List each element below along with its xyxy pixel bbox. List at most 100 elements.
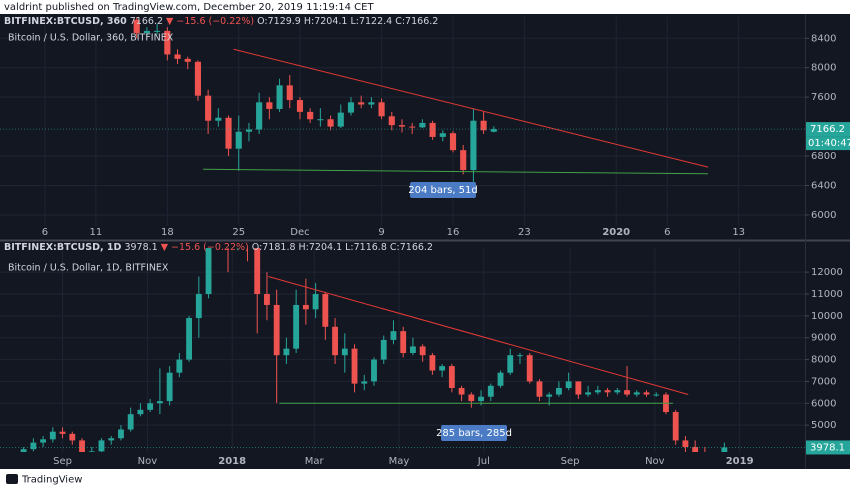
- candle-body: [633, 392, 640, 395]
- candle-body: [470, 120, 477, 171]
- x-tick-label: 9: [378, 227, 384, 238]
- candle-body: [194, 61, 201, 96]
- x-tick-label: Nov: [645, 456, 665, 467]
- symbol-line: BITFINEX:BTCUSD, 360 7166.2 ▼ −15.6 (−0.…: [4, 16, 438, 27]
- last-price-box: [806, 122, 850, 137]
- x-tick-label: 2019: [726, 456, 754, 467]
- ohlc: O:7129.9 H:7204.1 L:7122.4 C:7166.2: [257, 16, 438, 27]
- footer-logo: TradingView: [6, 474, 82, 486]
- candle-body: [419, 122, 426, 128]
- candle-body: [526, 355, 533, 382]
- logo-icon: [6, 474, 18, 484]
- chart-title: Bitcoin / U.S. Dollar, 1D, BITFINEX: [8, 263, 169, 274]
- y-tick-label: 8000: [811, 63, 836, 74]
- candle-body: [341, 348, 348, 356]
- candle-body: [225, 117, 232, 149]
- candle-body: [283, 348, 290, 356]
- y-tick-label: 6800: [811, 151, 836, 162]
- range-annotation: 204 bars, 51d: [408, 185, 478, 196]
- last-price: 7166.2: [130, 16, 163, 27]
- footer-text: TradingView: [21, 475, 82, 486]
- chart-title: Bitcoin / U.S. Dollar, 360, BITFINEX: [8, 33, 174, 44]
- candle-body: [273, 304, 280, 356]
- candle-body: [358, 102, 365, 105]
- candle-body: [276, 85, 283, 109]
- candle-body: [604, 390, 611, 393]
- candle-body: [439, 366, 446, 371]
- candle-body: [154, 30, 161, 32]
- x-tick-label: 18: [161, 227, 174, 238]
- candle-body: [517, 355, 523, 357]
- x-tick-label: 2018: [218, 456, 246, 467]
- candle-body: [143, 30, 150, 34]
- symbol: BITFINEX:BTCUSD, 360: [4, 16, 127, 27]
- candle-body: [546, 394, 553, 397]
- symbol-line: BITFINEX:BTCUSD, 1D 3978.1 ▼ −15.6 (−0.2…: [4, 242, 433, 253]
- y-tick-label: 6000: [811, 210, 836, 221]
- trendline: [203, 168, 709, 175]
- x-tick-label: 6: [664, 227, 670, 238]
- y-tick-label: 5000: [811, 420, 836, 431]
- candle-body: [195, 294, 202, 319]
- candle-body: [368, 102, 375, 105]
- candle-body: [186, 318, 193, 360]
- candle-body: [118, 429, 124, 439]
- candle-body: [164, 30, 171, 55]
- candle-body: [460, 150, 467, 171]
- candle-body: [409, 126, 416, 128]
- candle-body: [565, 381, 572, 388]
- candle-body: [468, 394, 475, 402]
- candle-body: [245, 129, 253, 132]
- candle-body: [166, 372, 173, 402]
- y-tick-label: 12000: [811, 267, 843, 278]
- x-tick-label: 25: [232, 227, 245, 238]
- last-price-label: 7166.2: [810, 124, 845, 135]
- candle-body: [398, 125, 406, 127]
- x-tick-label: May: [389, 456, 410, 467]
- candle-body: [40, 439, 47, 443]
- candle-body: [458, 387, 465, 395]
- candle-body: [293, 304, 300, 349]
- candle-body: [317, 119, 324, 121]
- candle-body: [410, 346, 416, 354]
- candle-body: [507, 355, 514, 373]
- candle-body: [79, 440, 85, 452]
- x-tick-label: 11: [90, 227, 103, 238]
- candle-body: [653, 394, 660, 396]
- candle-body: [378, 102, 385, 117]
- countdown-box: [806, 136, 850, 151]
- candle-body: [388, 116, 395, 126]
- range-annotation-box: [410, 182, 476, 198]
- candle-body: [332, 326, 338, 356]
- candle-body: [351, 348, 358, 384]
- candle-body: [174, 54, 181, 59]
- candle-body: [337, 112, 344, 127]
- candle-body: [20, 449, 27, 452]
- candle-body: [302, 304, 309, 310]
- candle-body: [156, 401, 163, 404]
- candle-body: [254, 248, 261, 295]
- y-tick-label: 9000: [811, 333, 836, 344]
- candle-body: [439, 133, 446, 137]
- candle-body: [624, 390, 630, 395]
- candle-body: [692, 446, 699, 452]
- candle-body: [327, 119, 334, 127]
- range-annotation: 285 bars, 285d: [436, 428, 512, 439]
- candle-body: [127, 414, 134, 430]
- ohlc: O:7181.8 H:7204.1 L:7116.8 C:7166.2: [252, 242, 433, 253]
- y-tick-label: 7000: [811, 376, 836, 387]
- candle-body: [478, 396, 484, 402]
- candle-body: [449, 133, 457, 151]
- x-tick-label: 16: [447, 227, 460, 238]
- candle-body: [215, 117, 222, 121]
- candle-body: [264, 294, 270, 305]
- y-tick-label: 8000: [811, 355, 836, 366]
- last-price-label: 3978.1: [810, 442, 845, 453]
- chart-panel: 6000 6400 6800 7600 8000 8400 6 11 18 25 Dec 9 16 23 2…: [0, 16, 850, 238]
- candle-body: [205, 95, 212, 121]
- candle-body: [184, 58, 191, 62]
- price-change: ▼ −15.6 (−0.22%): [166, 16, 254, 27]
- x-tick-label: 6: [42, 227, 48, 238]
- candle-body: [307, 111, 314, 120]
